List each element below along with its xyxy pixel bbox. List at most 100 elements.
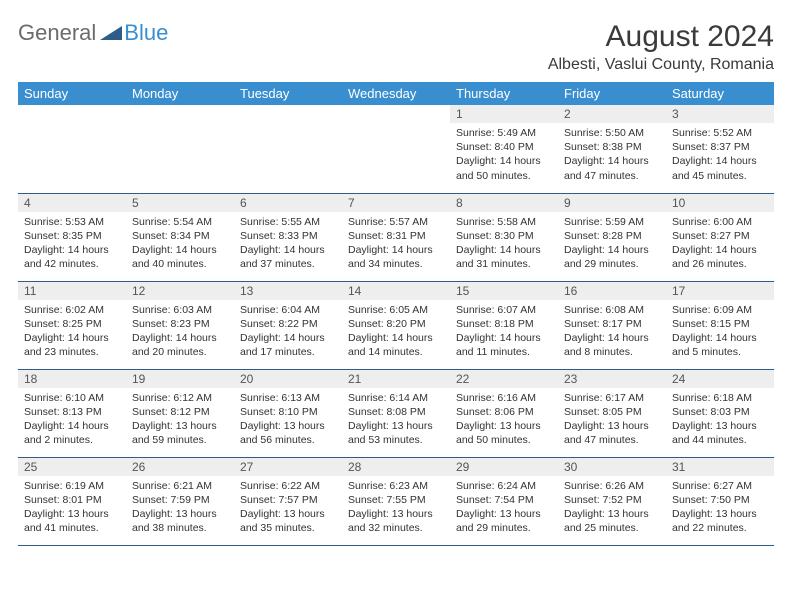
- sunset-line: Sunset: 8:03 PM: [672, 405, 768, 419]
- sunrise-line: Sunrise: 5:54 AM: [132, 215, 228, 229]
- day-details: Sunrise: 6:04 AMSunset: 8:22 PMDaylight:…: [234, 300, 342, 364]
- sunrise-line: Sunrise: 6:21 AM: [132, 479, 228, 493]
- calendar-day-cell: 16Sunrise: 6:08 AMSunset: 8:17 PMDayligh…: [558, 281, 666, 369]
- weekday-header: Thursday: [450, 82, 558, 105]
- calendar-day-cell: 27Sunrise: 6:22 AMSunset: 7:57 PMDayligh…: [234, 457, 342, 545]
- day-details: Sunrise: 6:16 AMSunset: 8:06 PMDaylight:…: [450, 388, 558, 452]
- calendar-day-cell: 17Sunrise: 6:09 AMSunset: 8:15 PMDayligh…: [666, 281, 774, 369]
- daylight-line: Daylight: 14 hours and 47 minutes.: [564, 154, 660, 182]
- day-details: Sunrise: 6:05 AMSunset: 8:20 PMDaylight:…: [342, 300, 450, 364]
- calendar-day-cell: 18Sunrise: 6:10 AMSunset: 8:13 PMDayligh…: [18, 369, 126, 457]
- weekday-header: Sunday: [18, 82, 126, 105]
- sunrise-line: Sunrise: 5:59 AM: [564, 215, 660, 229]
- day-number: 27: [234, 458, 342, 476]
- daylight-line: Daylight: 14 hours and 17 minutes.: [240, 331, 336, 359]
- sunrise-line: Sunrise: 6:08 AM: [564, 303, 660, 317]
- day-details: Sunrise: 6:03 AMSunset: 8:23 PMDaylight:…: [126, 300, 234, 364]
- day-details: Sunrise: 6:19 AMSunset: 8:01 PMDaylight:…: [18, 476, 126, 540]
- calendar-week-row: 4Sunrise: 5:53 AMSunset: 8:35 PMDaylight…: [18, 193, 774, 281]
- sunset-line: Sunset: 8:25 PM: [24, 317, 120, 331]
- calendar-day-cell: 30Sunrise: 6:26 AMSunset: 7:52 PMDayligh…: [558, 457, 666, 545]
- sunrise-line: Sunrise: 6:24 AM: [456, 479, 552, 493]
- sunset-line: Sunset: 8:33 PM: [240, 229, 336, 243]
- daylight-line: Daylight: 14 hours and 34 minutes.: [348, 243, 444, 271]
- sunset-line: Sunset: 8:12 PM: [132, 405, 228, 419]
- calendar-day-cell: 6Sunrise: 5:55 AMSunset: 8:33 PMDaylight…: [234, 193, 342, 281]
- daylight-line: Daylight: 13 hours and 50 minutes.: [456, 419, 552, 447]
- sunrise-line: Sunrise: 6:19 AM: [24, 479, 120, 493]
- day-details: Sunrise: 6:09 AMSunset: 8:15 PMDaylight:…: [666, 300, 774, 364]
- calendar-day-cell: 1Sunrise: 5:49 AMSunset: 8:40 PMDaylight…: [450, 105, 558, 193]
- day-number: 31: [666, 458, 774, 476]
- sunrise-line: Sunrise: 6:04 AM: [240, 303, 336, 317]
- calendar-day-cell: [126, 105, 234, 193]
- sunset-line: Sunset: 7:50 PM: [672, 493, 768, 507]
- day-number: 20: [234, 370, 342, 388]
- day-details: Sunrise: 6:08 AMSunset: 8:17 PMDaylight:…: [558, 300, 666, 364]
- calendar-day-cell: 29Sunrise: 6:24 AMSunset: 7:54 PMDayligh…: [450, 457, 558, 545]
- calendar-day-cell: 21Sunrise: 6:14 AMSunset: 8:08 PMDayligh…: [342, 369, 450, 457]
- day-number: 5: [126, 194, 234, 212]
- day-number: 30: [558, 458, 666, 476]
- sunrise-line: Sunrise: 6:00 AM: [672, 215, 768, 229]
- calendar-day-cell: 31Sunrise: 6:27 AMSunset: 7:50 PMDayligh…: [666, 457, 774, 545]
- calendar-day-cell: 20Sunrise: 6:13 AMSunset: 8:10 PMDayligh…: [234, 369, 342, 457]
- calendar-day-cell: [18, 105, 126, 193]
- sunrise-line: Sunrise: 5:50 AM: [564, 126, 660, 140]
- sunset-line: Sunset: 8:34 PM: [132, 229, 228, 243]
- daylight-line: Daylight: 13 hours and 53 minutes.: [348, 419, 444, 447]
- day-number: 10: [666, 194, 774, 212]
- day-details: Sunrise: 6:10 AMSunset: 8:13 PMDaylight:…: [18, 388, 126, 452]
- day-details: Sunrise: 6:22 AMSunset: 7:57 PMDaylight:…: [234, 476, 342, 540]
- sunset-line: Sunset: 8:13 PM: [24, 405, 120, 419]
- calendar-day-cell: 14Sunrise: 6:05 AMSunset: 8:20 PMDayligh…: [342, 281, 450, 369]
- sunset-line: Sunset: 7:55 PM: [348, 493, 444, 507]
- day-number: 25: [18, 458, 126, 476]
- daylight-line: Daylight: 13 hours and 25 minutes.: [564, 507, 660, 535]
- sunrise-line: Sunrise: 6:22 AM: [240, 479, 336, 493]
- sunrise-line: Sunrise: 5:57 AM: [348, 215, 444, 229]
- calendar-table: SundayMondayTuesdayWednesdayThursdayFrid…: [18, 82, 774, 546]
- day-details: Sunrise: 5:52 AMSunset: 8:37 PMDaylight:…: [666, 123, 774, 187]
- brand-word-general: General: [18, 20, 96, 46]
- sunset-line: Sunset: 8:40 PM: [456, 140, 552, 154]
- daylight-line: Daylight: 13 hours and 32 minutes.: [348, 507, 444, 535]
- day-details: Sunrise: 5:53 AMSunset: 8:35 PMDaylight:…: [18, 212, 126, 276]
- calendar-day-cell: 19Sunrise: 6:12 AMSunset: 8:12 PMDayligh…: [126, 369, 234, 457]
- day-number: 29: [450, 458, 558, 476]
- calendar-day-cell: 12Sunrise: 6:03 AMSunset: 8:23 PMDayligh…: [126, 281, 234, 369]
- daylight-line: Daylight: 14 hours and 31 minutes.: [456, 243, 552, 271]
- sunset-line: Sunset: 8:38 PM: [564, 140, 660, 154]
- sunrise-line: Sunrise: 6:23 AM: [348, 479, 444, 493]
- calendar-day-cell: 25Sunrise: 6:19 AMSunset: 8:01 PMDayligh…: [18, 457, 126, 545]
- day-number: 16: [558, 282, 666, 300]
- daylight-line: Daylight: 14 hours and 20 minutes.: [132, 331, 228, 359]
- sunrise-line: Sunrise: 5:58 AM: [456, 215, 552, 229]
- calendar-day-cell: 15Sunrise: 6:07 AMSunset: 8:18 PMDayligh…: [450, 281, 558, 369]
- day-number: 24: [666, 370, 774, 388]
- sunset-line: Sunset: 7:57 PM: [240, 493, 336, 507]
- sunset-line: Sunset: 8:27 PM: [672, 229, 768, 243]
- day-number: 6: [234, 194, 342, 212]
- day-details: Sunrise: 6:14 AMSunset: 8:08 PMDaylight:…: [342, 388, 450, 452]
- day-number: 4: [18, 194, 126, 212]
- day-number: 26: [126, 458, 234, 476]
- daylight-line: Daylight: 13 hours and 35 minutes.: [240, 507, 336, 535]
- daylight-line: Daylight: 13 hours and 59 minutes.: [132, 419, 228, 447]
- day-number: 1: [450, 105, 558, 123]
- calendar-day-cell: 5 Sunrise: 5:54 AMSunset: 8:34 PMDaylight…: [126, 193, 234, 281]
- sunrise-line: Sunrise: 6:10 AM: [24, 391, 120, 405]
- sunset-line: Sunset: 8:23 PM: [132, 317, 228, 331]
- sunrise-line: Sunrise: 6:16 AM: [456, 391, 552, 405]
- calendar-day-cell: 4Sunrise: 5:53 AMSunset: 8:35 PMDaylight…: [18, 193, 126, 281]
- calendar-week-row: 11Sunrise: 6:02 AMSunset: 8:25 PMDayligh…: [18, 281, 774, 369]
- calendar-day-cell: 7Sunrise: 5:57 AMSunset: 8:31 PMDaylight…: [342, 193, 450, 281]
- calendar-day-cell: 23Sunrise: 6:17 AMSunset: 8:05 PMDayligh…: [558, 369, 666, 457]
- sunrise-line: Sunrise: 6:02 AM: [24, 303, 120, 317]
- sunset-line: Sunset: 8:08 PM: [348, 405, 444, 419]
- sunrise-line: Sunrise: 5:52 AM: [672, 126, 768, 140]
- sunset-line: Sunset: 8:20 PM: [348, 317, 444, 331]
- daylight-line: Daylight: 13 hours and 38 minutes.: [132, 507, 228, 535]
- daylight-line: Daylight: 14 hours and 40 minutes.: [132, 243, 228, 271]
- sunset-line: Sunset: 8:05 PM: [564, 405, 660, 419]
